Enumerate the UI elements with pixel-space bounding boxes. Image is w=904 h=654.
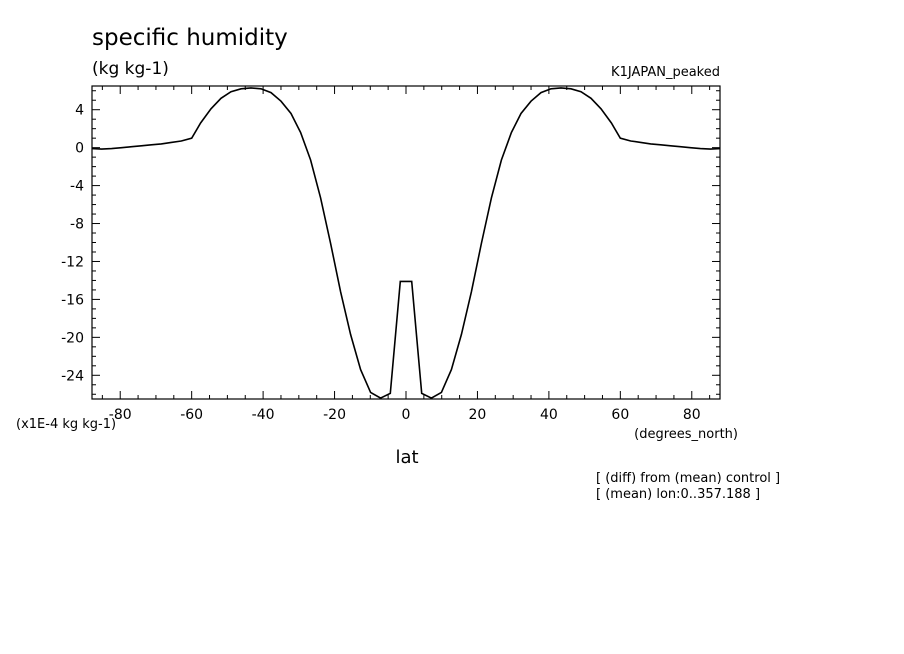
y-tick-label: -4 [70, 179, 84, 195]
y-tick-label: -16 [61, 292, 84, 308]
y-tick-label: -12 [61, 254, 84, 270]
scale-label: (x1E-4 kg kg-1) [16, 417, 116, 432]
y-tick-label: -24 [61, 368, 84, 384]
x-tick-label: 0 [402, 407, 411, 423]
y-tick-label: -20 [61, 330, 84, 346]
x-tick-label: -60 [180, 407, 203, 423]
units-label: (kg kg-1) [92, 59, 169, 79]
y-tick-label: 4 [75, 103, 84, 119]
y-tick-label: -8 [70, 217, 84, 233]
x-tick-label: -80 [109, 407, 132, 423]
x-tick-label: 20 [469, 407, 487, 423]
x-axis-label: lat [395, 447, 418, 468]
x-axis: -80 -60 -40 -20 0 20 40 60 80 [101, 86, 711, 423]
x-tick-label: 80 [683, 407, 701, 423]
series-line [91, 87, 721, 400]
x-tick-label: -20 [323, 407, 346, 423]
plot-frame [91, 85, 721, 400]
y-tick-label: 0 [75, 141, 84, 157]
x-units-label: (degrees_north) [634, 427, 738, 442]
x-tick-label: 60 [611, 407, 629, 423]
experiment-label: K1JAPAN_peaked [611, 65, 720, 80]
chart-title: specific humidity [92, 25, 288, 51]
note-diff: [ (diff) from (mean) control ] [596, 471, 780, 486]
x-tick-label: 40 [540, 407, 558, 423]
x-tick-label: -40 [252, 407, 275, 423]
y-axis: 4 0 -4 -8 -12 -16 -20 -24 [61, 90, 720, 395]
note-mean: [ (mean) lon:0..357.188 ] [596, 487, 760, 502]
